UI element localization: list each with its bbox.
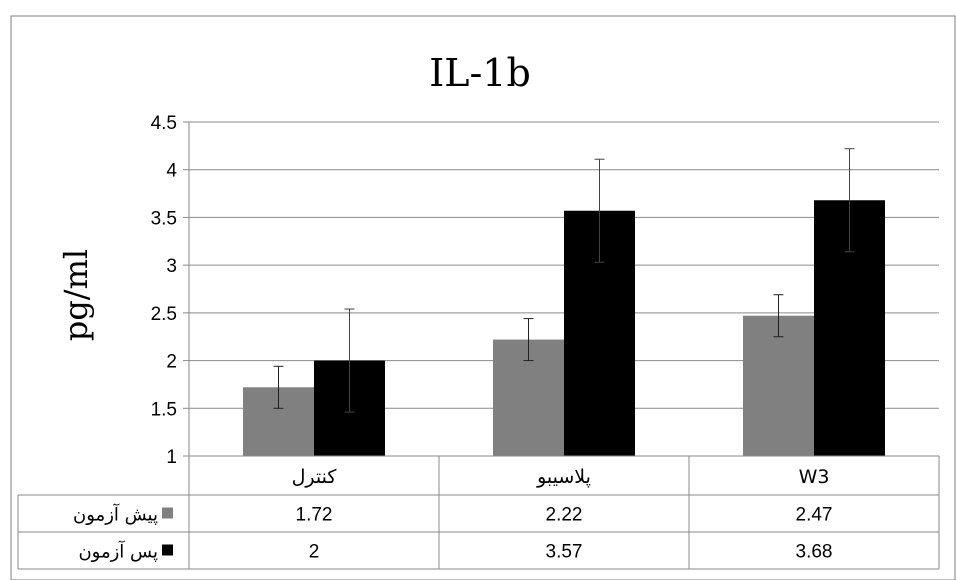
error-bars (273, 148, 855, 413)
x-category-label: پلاسیبو (536, 466, 591, 488)
y-tick-label: 4.5 (151, 113, 177, 134)
table-value: 2.22 (546, 505, 583, 526)
data-table: کنترل پلاسیبو W3 پیش آزمون 1.72 2.22 2.47 پس آز… (17, 455, 940, 570)
y-tick-label: 2.5 (151, 304, 177, 325)
chart-title: IL-1b (429, 51, 531, 95)
table-value: 2 (309, 542, 320, 563)
table-value: 3.57 (546, 542, 583, 563)
y-tick-label: 2 (166, 352, 177, 373)
y-tick-label: 4 (166, 161, 177, 182)
y-axis-label: pg/ml (57, 249, 95, 341)
y-tick-label: 1 (166, 447, 177, 468)
x-category-label: W3 (799, 466, 830, 488)
bar (743, 315, 814, 456)
table-value: 3.68 (796, 542, 833, 563)
table-value: 2.47 (796, 505, 833, 526)
x-category-label: کنترل (292, 466, 338, 488)
y-axis-ticks: 1 1.5 2 2.5 3 3.5 4 4.5 (151, 113, 178, 468)
y-tick-label: 3.5 (151, 208, 177, 229)
legend-label: پس آزمون (78, 540, 158, 563)
legend-key (162, 507, 173, 519)
legend-key (162, 544, 173, 556)
legend-label: پیش آزمون (73, 503, 158, 526)
y-tick-label: 1.5 (151, 399, 177, 420)
y-tick-label: 3 (166, 256, 177, 277)
chart-frame (10, 15, 956, 580)
table-value: 1.72 (296, 505, 333, 526)
